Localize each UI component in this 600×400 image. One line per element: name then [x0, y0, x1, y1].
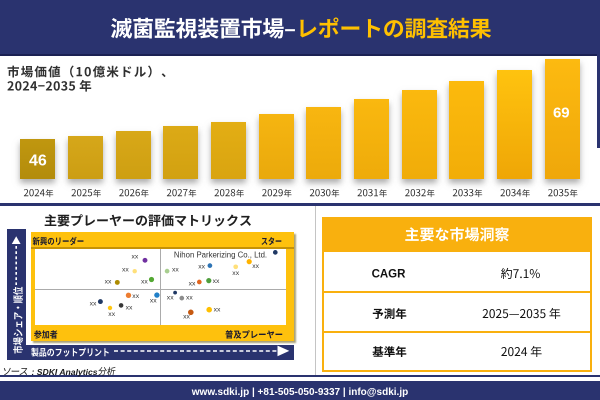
svg-text:xx: xx: [167, 295, 174, 302]
svg-text:xx: xx: [150, 298, 157, 305]
svg-text:xx: xx: [186, 295, 193, 302]
svg-text:xx: xx: [189, 281, 196, 288]
svg-text:xx: xx: [105, 279, 112, 286]
svg-text:CAGR: CAGR: [372, 269, 407, 281]
svg-text:46: 46: [29, 152, 47, 169]
svg-text:xx: xx: [122, 266, 129, 273]
svg-text:xx: xx: [172, 267, 179, 274]
svg-text:xx: xx: [90, 300, 97, 307]
svg-text:xx: xx: [252, 263, 259, 270]
svg-text:xx: xx: [213, 278, 220, 285]
svg-text:xx: xx: [132, 254, 139, 261]
svg-text:xx: xx: [141, 278, 148, 285]
svg-text:Nihon Parkerizing Co., Ltd.: Nihon Parkerizing Co., Ltd.: [174, 251, 267, 260]
svg-text:xx: xx: [132, 293, 139, 300]
svg-text:xx: xx: [126, 304, 133, 311]
svg-text:xx: xx: [214, 306, 221, 313]
svg-text:xx: xx: [183, 314, 190, 321]
svg-text:xx: xx: [232, 270, 239, 277]
svg-text:www.sdki.jp | +81-505-050-9337: www.sdki.jp | +81-505-050-9337 | info@sd…: [191, 387, 408, 398]
svg-text:xx: xx: [108, 311, 115, 318]
svg-text:: SDKI Analytics: : SDKI Analytics: [32, 367, 98, 377]
svg-text:xx: xx: [198, 264, 205, 271]
svg-text:69: 69: [553, 104, 570, 121]
